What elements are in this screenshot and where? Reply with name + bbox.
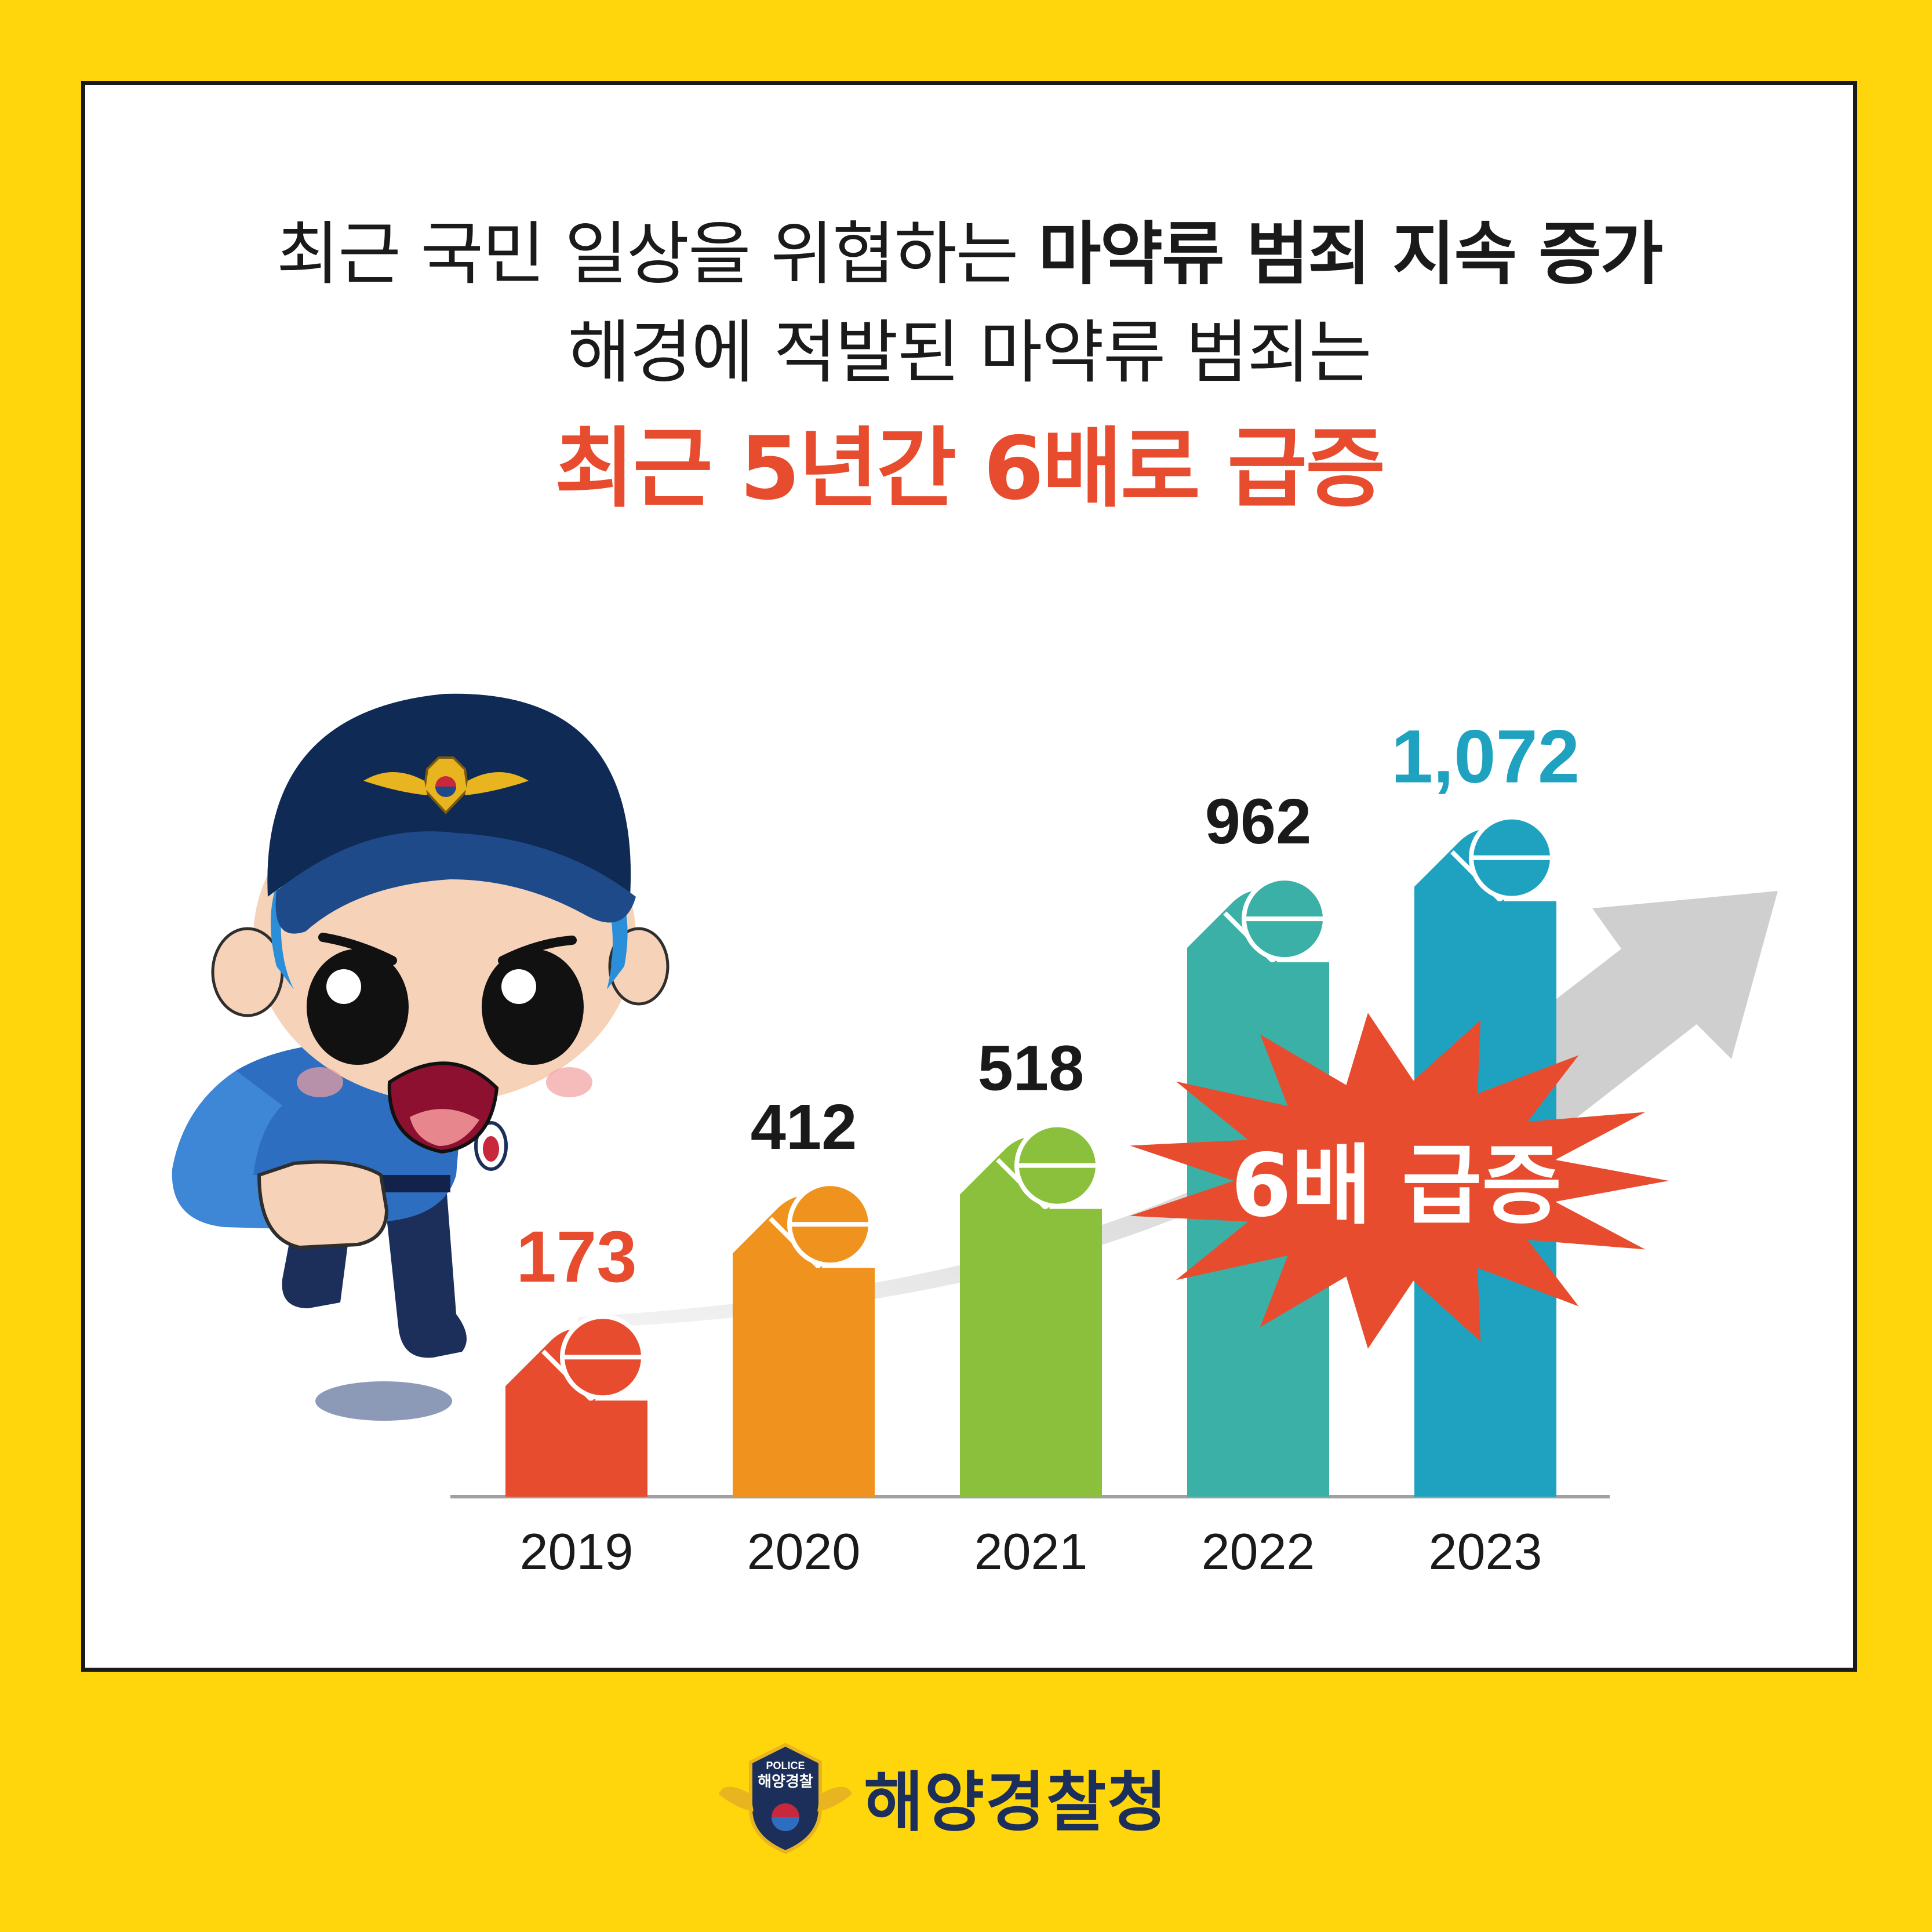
x-tick-2023: 2023 xyxy=(1429,1523,1542,1580)
police-mascot-illustration xyxy=(172,693,670,1421)
x-tick-2022: 2022 xyxy=(1202,1523,1315,1580)
bar-group-2020: 412 2020 xyxy=(733,1091,875,1580)
emblem-top-text: POLICE xyxy=(766,1760,805,1771)
value-label-2019: 173 xyxy=(516,1217,637,1297)
content-panel: 최근 국민 일상을 위협하는 마약류 범죄 지속 증가 해경에 적발된 마약류 … xyxy=(81,81,1857,1672)
bar-2019 xyxy=(505,1400,647,1497)
value-label-2020: 412 xyxy=(751,1091,857,1163)
bar-group-2019: 173 2019 xyxy=(505,1217,647,1580)
bar-2020 xyxy=(733,1268,875,1497)
burst-shape xyxy=(1130,1013,1669,1349)
x-tick-2020: 2020 xyxy=(747,1523,861,1580)
agency-name: 해양경찰청 xyxy=(864,1765,1169,1840)
burst-callout: 6배 급증 xyxy=(1130,1013,1669,1349)
x-tick-2021: 2021 xyxy=(974,1523,1088,1580)
value-label-2021: 518 xyxy=(978,1033,1085,1104)
emblem-name-text: 해양경찰 xyxy=(758,1773,813,1791)
burst-label: 6배 급증 xyxy=(1231,1136,1562,1236)
x-tick-2019: 2019 xyxy=(520,1523,634,1580)
headline-regular: 최근 국민 일상을 위협하는 xyxy=(276,214,1019,294)
headline-bold: 마약류 범죄 지속 증가 xyxy=(1038,214,1663,294)
bar-chart: 173 2019 412 2020 518 2021 xyxy=(172,693,1778,1580)
coast-guard-emblem: POLICE 해양경찰 xyxy=(719,1742,852,1854)
value-label-2023: 1,072 xyxy=(1391,714,1580,799)
headline-emphasis: 최근 5년간 6배로 급증 xyxy=(554,419,1385,519)
bar-2021 xyxy=(960,1209,1102,1497)
bar-group-2021: 518 2021 xyxy=(960,1033,1102,1580)
value-label-2022: 962 xyxy=(1205,786,1312,857)
headline-line-2: 해경에 적발된 마약류 범죄는 xyxy=(567,312,1371,392)
footer: POLICE 해양경찰 해양경찰청 xyxy=(719,1739,1168,1855)
headline-line-1: 최근 국민 일상을 위협하는 마약류 범죄 지속 증가 xyxy=(85,198,1853,297)
